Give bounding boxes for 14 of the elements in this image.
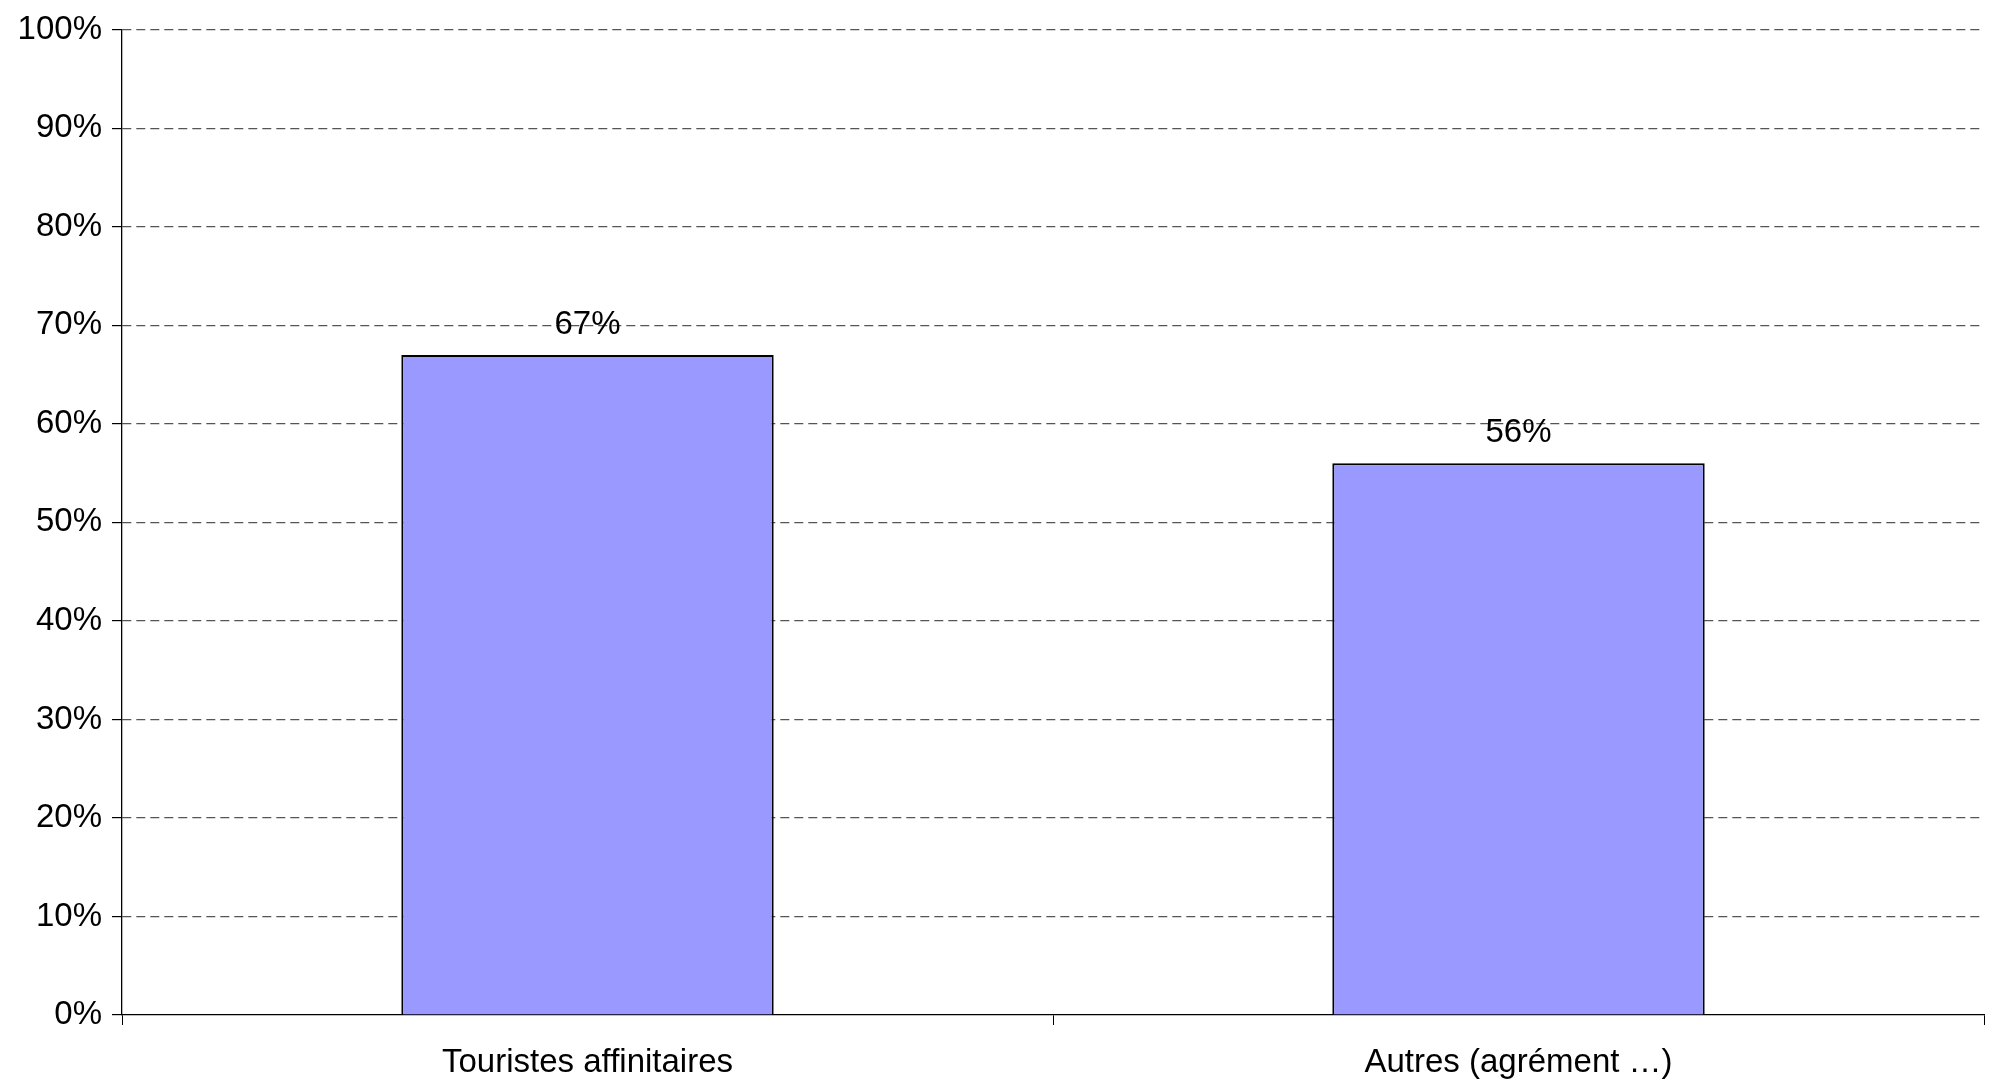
- y-tick-label: 0%: [54, 994, 102, 1032]
- y-tick-label: 80%: [35, 205, 102, 243]
- y-tick-label: 100%: [17, 8, 102, 46]
- y-tick-label: 10%: [35, 895, 102, 933]
- y-tick-label: 50%: [35, 501, 102, 539]
- y-tick-label: 30%: [35, 698, 102, 736]
- y-tick-label: 20%: [35, 797, 102, 835]
- x-tick-label: Autres (agrément …): [1364, 1041, 1673, 1079]
- y-tick-label: 70%: [35, 304, 102, 342]
- data-label: 56%: [1485, 411, 1552, 449]
- y-tick-label: 40%: [35, 600, 102, 638]
- x-tick-label: Touristes affinitaires: [441, 1041, 734, 1079]
- y-tick-label: 90%: [35, 107, 102, 145]
- y-tick-label: 60%: [35, 402, 102, 440]
